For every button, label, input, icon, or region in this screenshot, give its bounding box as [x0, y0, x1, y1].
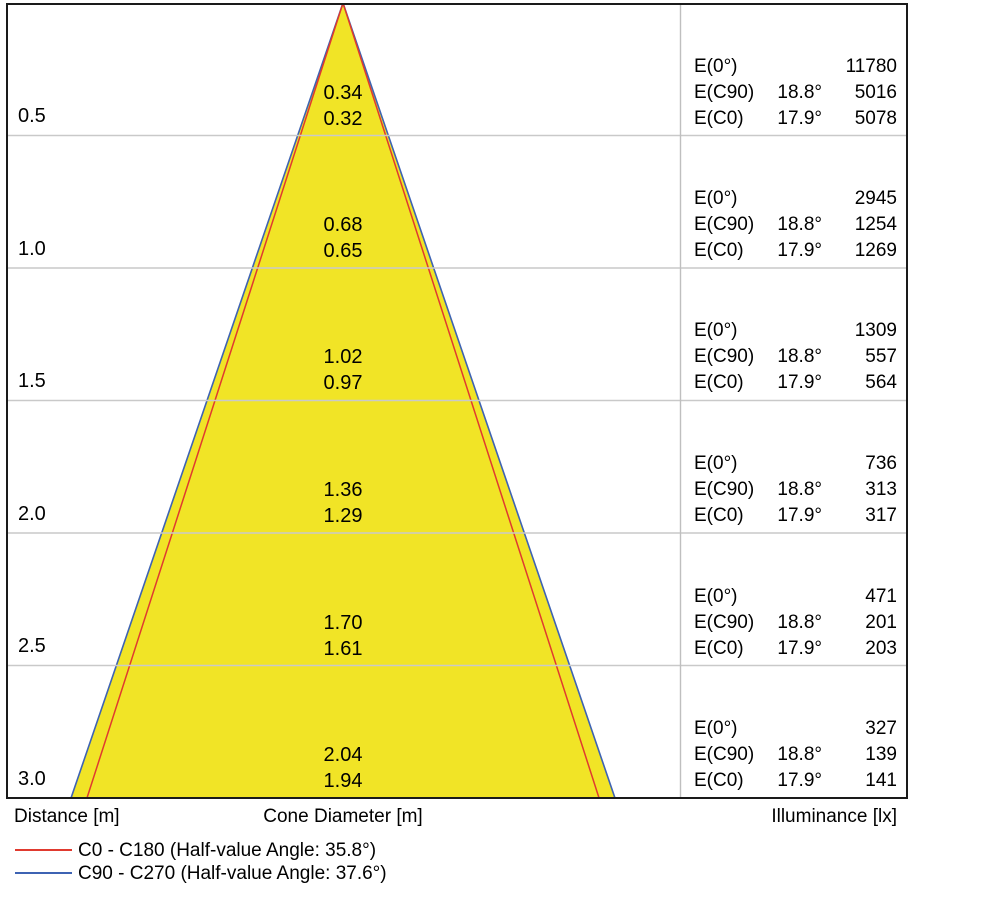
cone-diameter-values: 1.70 1.61 — [283, 610, 403, 662]
chart-border — [6, 3, 908, 799]
cone-diameter-c0: 1.29 — [323, 505, 363, 527]
ec0-angle: 17.9° — [777, 108, 822, 129]
e0-value: 1309 — [854, 320, 897, 341]
footer-illuminance-label: Illuminance [lx] — [771, 806, 897, 827]
legend-c0-label: C0 - C180 (Half-value Angle: 35.8°) — [78, 840, 377, 861]
ec90-value: 5016 — [854, 82, 897, 103]
ec0-value: 1269 — [854, 240, 897, 261]
cone-diameter-values: 1.36 1.29 — [283, 477, 403, 529]
legend-c90-label: C90 - C270 (Half-value Angle: 37.6°) — [78, 863, 387, 884]
illuminance-row: E(0°) 1309 E(C90) 18.8° 557 E(C0) 17.9° 564 — [694, 318, 897, 396]
ec0-value: 564 — [865, 372, 897, 393]
distance-label: 0.5 — [18, 105, 46, 127]
cone-diameter-c90: 1.70 — [323, 612, 363, 634]
ec0-angle: 17.9° — [777, 372, 822, 393]
illuminance-row: E(0°) 471 E(C90) 18.8° 201 E(C0) 17.9° 203 — [694, 584, 897, 662]
footer-distance-label: Distance [m] — [14, 806, 120, 827]
ec90-label: E(C90) — [694, 214, 755, 235]
cone-diameter-c0: 0.97 — [323, 372, 363, 394]
cone-diameter-c0: 0.65 — [323, 240, 363, 262]
cone-diameter-c90: 1.36 — [323, 479, 363, 501]
e0-label: E(0°) — [694, 718, 738, 739]
cone-diameter-c90: 0.34 — [323, 82, 363, 104]
footer-cone-label: Cone Diameter [m] — [263, 806, 423, 827]
e0-value: 736 — [865, 453, 897, 474]
e0-label: E(0°) — [694, 56, 738, 77]
cone-diameter-values: 0.68 0.65 — [283, 212, 403, 264]
ec0-value: 317 — [865, 505, 897, 526]
ec0-value: 5078 — [854, 108, 897, 129]
cone-diameter-c90: 2.04 — [323, 744, 363, 766]
cone-diameter-values: 1.02 0.97 — [283, 344, 403, 396]
ec90-angle: 18.8° — [777, 346, 822, 367]
e0-label: E(0°) — [694, 453, 738, 474]
cone-diameter-c90: 1.02 — [323, 346, 363, 368]
ec0-label: E(C0) — [694, 770, 744, 791]
ec90-angle: 18.8° — [777, 82, 822, 103]
ec0-angle: 17.9° — [777, 505, 822, 526]
illuminance-row: E(0°) 736 E(C90) 18.8° 313 E(C0) 17.9° 317 — [694, 451, 897, 529]
cone-diameter-c90: 0.68 — [323, 214, 363, 236]
cone-diameter-values: 2.04 1.94 — [283, 742, 403, 794]
ec0-label: E(C0) — [694, 505, 744, 526]
ec0-label: E(C0) — [694, 108, 744, 129]
ec0-label: E(C0) — [694, 638, 744, 659]
illuminance-row: E(0°) 11780 E(C90) 18.8° 5016 E(C0) 17.9° 507… — [694, 54, 897, 132]
distance-label: 2.0 — [18, 503, 46, 525]
e0-label: E(0°) — [694, 586, 738, 607]
cone-diameter-c0: 1.94 — [323, 770, 363, 792]
cone-diameter-c0: 1.61 — [323, 638, 363, 660]
ec90-angle: 18.8° — [777, 744, 822, 765]
illuminance-row: E(0°) 2945 E(C90) 18.8° 1254 E(C0) 17.9° 1269 — [694, 186, 897, 264]
ec0-value: 141 — [865, 770, 897, 791]
e0-label: E(0°) — [694, 320, 738, 341]
ec90-label: E(C90) — [694, 612, 755, 633]
illuminance-row: E(0°) 327 E(C90) 18.8° 139 E(C0) 17.9° 141 — [694, 716, 897, 794]
distance-label: 1.0 — [18, 238, 46, 260]
ec0-value: 203 — [865, 638, 897, 659]
grid-lines — [7, 134, 907, 667]
ec90-label: E(C90) — [694, 82, 755, 103]
ec90-value: 201 — [865, 612, 897, 633]
ec90-value: 313 — [865, 479, 897, 500]
ec0-angle: 17.9° — [777, 240, 822, 261]
ec90-angle: 18.8° — [777, 479, 822, 500]
ec0-angle: 17.9° — [777, 770, 822, 791]
ec90-value: 139 — [865, 744, 897, 765]
e0-value: 11780 — [845, 56, 897, 77]
ec0-label: E(C0) — [694, 240, 744, 261]
ec90-label: E(C90) — [694, 346, 755, 367]
ec0-angle: 17.9° — [777, 638, 822, 659]
distance-label: 1.5 — [18, 370, 46, 392]
distance-label: 3.0 — [18, 768, 46, 790]
ec90-label: E(C90) — [694, 744, 755, 765]
ec90-value: 1254 — [854, 214, 897, 235]
e0-value: 471 — [865, 586, 897, 607]
cone-c0-line — [86, 3, 600, 798]
distance-label: 2.5 — [18, 635, 46, 657]
ec90-value: 557 — [865, 346, 897, 367]
ec0-label: E(C0) — [694, 372, 744, 393]
ec90-angle: 18.8° — [777, 214, 822, 235]
ec90-label: E(C90) — [694, 479, 755, 500]
e0-value: 2945 — [854, 188, 897, 209]
e0-label: E(0°) — [694, 188, 738, 209]
ec90-angle: 18.8° — [777, 612, 822, 633]
cone-diameter-values: 0.34 0.32 — [283, 80, 403, 132]
e0-value: 327 — [865, 718, 897, 739]
cone-diameter-c0: 0.32 — [323, 108, 363, 130]
